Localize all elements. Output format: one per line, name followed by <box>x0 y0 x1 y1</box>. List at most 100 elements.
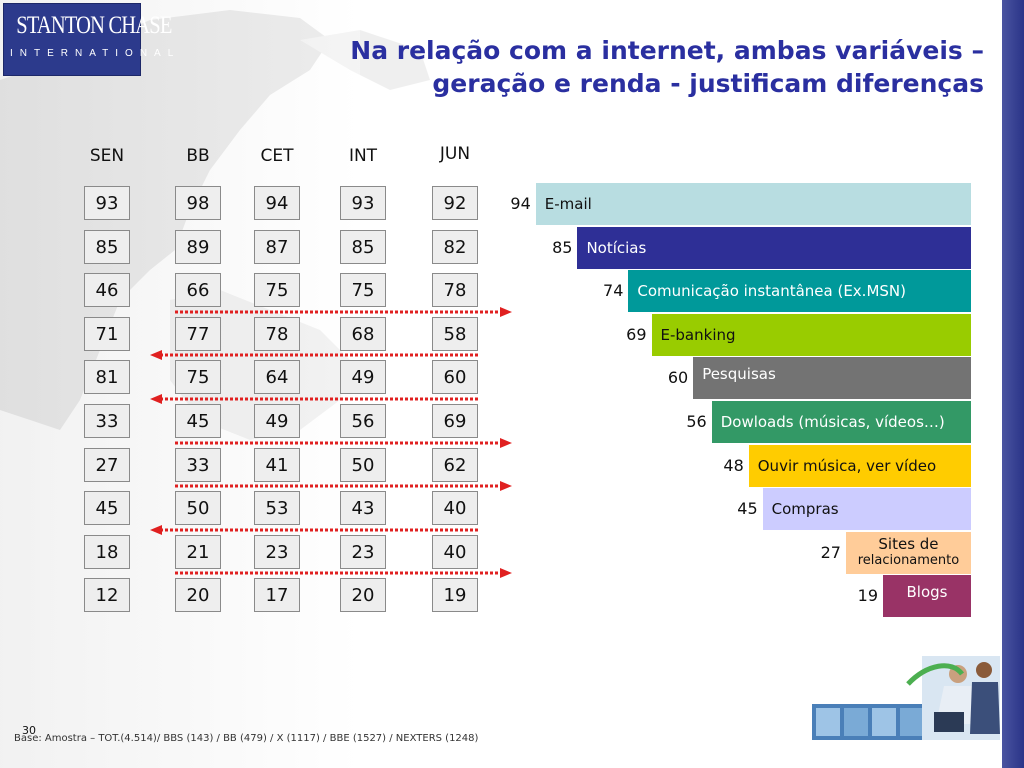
chart-bar-label: Blogs <box>906 583 948 601</box>
table-cell: 23 <box>254 535 300 569</box>
column-header: JUN <box>439 144 471 164</box>
arrow-head <box>150 525 162 535</box>
table-cell: 53 <box>254 491 300 525</box>
table-cell: 20 <box>175 578 221 612</box>
table-cell: 19 <box>432 578 478 612</box>
table-cell: 60 <box>432 360 478 394</box>
arrow-head <box>150 350 162 360</box>
chart-value-label: 27 <box>820 543 841 562</box>
table-cell: 93 <box>340 186 386 220</box>
company-logo: STANTON CHASE INTERNATIONAL <box>3 3 181 76</box>
table-cell: 98 <box>175 186 221 220</box>
chart-bar-label: Dowloads (músicas, vídeos…) <box>720 413 945 431</box>
table-cell: 69 <box>432 404 478 438</box>
table-cell: 85 <box>340 230 386 264</box>
page-number: 30 <box>22 724 36 737</box>
chart-bar: Blogs <box>883 575 971 617</box>
column-header: INT <box>348 146 378 166</box>
chart-bar-label: Compras <box>771 500 839 518</box>
slide-title-line-2: geração e renda - justificam diferenças <box>432 69 984 98</box>
table-cell: 27 <box>84 448 130 482</box>
chart-bar-label: E-banking <box>660 326 736 344</box>
table-cell: 18 <box>84 535 130 569</box>
chart-bar-label: Sites de <box>878 535 939 553</box>
chart-value-label: 94 <box>510 194 531 213</box>
chart-value-label: 48 <box>723 456 744 475</box>
table-cell: 75 <box>340 273 386 307</box>
table-cell: 45 <box>175 404 221 438</box>
table-cell: 49 <box>340 360 386 394</box>
table-cell: 43 <box>340 491 386 525</box>
chart-bar: Pesquisas <box>693 357 971 399</box>
table-cell: 50 <box>175 491 221 525</box>
table-cell: 50 <box>340 448 386 482</box>
table-cell: 33 <box>175 448 221 482</box>
chart-bar-label: Ouvir música, ver vídeo <box>757 457 937 475</box>
chart-bar-label: relacionamento <box>857 553 960 568</box>
table-cell: 49 <box>254 404 300 438</box>
right-decorative-band <box>1002 0 1024 768</box>
base-note: Base: Amostra – TOT.(4.514)/ BBS (143) /… <box>14 733 479 744</box>
people-at-computers-photo <box>812 656 1000 740</box>
chart-value-label: 85 <box>552 238 573 257</box>
arrow-head <box>150 394 162 404</box>
table-cell: 33 <box>84 404 130 438</box>
table-cell: 78 <box>254 317 300 351</box>
table-cell: 58 <box>432 317 478 351</box>
table-cell: 21 <box>175 535 221 569</box>
chart-value-label: 56 <box>686 412 707 431</box>
arrow-head <box>500 481 512 491</box>
chart-bar: Sites de relacionamento <box>845 532 971 574</box>
table-cell: 12 <box>84 578 130 612</box>
chart-bar: E-mail <box>535 183 971 225</box>
chart-value-label: 60 <box>667 368 689 387</box>
table-cell: 93 <box>84 186 130 220</box>
table-cell: 64 <box>254 360 300 394</box>
table-cell: 40 <box>432 491 478 525</box>
chart-bar-label: E-mail <box>544 195 592 213</box>
table-cell: 68 <box>340 317 386 351</box>
column-header: CET <box>260 146 294 166</box>
chart-value-label: 45 <box>737 499 758 518</box>
table-cell: 89 <box>175 230 221 264</box>
table-cell: 46 <box>84 273 130 307</box>
chart-bar: Notícias <box>577 227 971 269</box>
slide-title: Na relação com a internet, ambas variáve… <box>204 34 984 100</box>
chart-value-label: 69 <box>626 325 647 344</box>
table-cell: 75 <box>175 360 221 394</box>
chart-value-label: 74 <box>603 281 624 300</box>
table-cell: 62 <box>432 448 478 482</box>
table-cell: 77 <box>175 317 221 351</box>
table-cell: 41 <box>254 448 300 482</box>
chart-bar: Dowloads (músicas, vídeos…) <box>711 401 971 443</box>
arrow-head <box>500 568 512 578</box>
slide-title-line-1: Na relação com a internet, ambas variáve… <box>350 36 984 65</box>
table-cell: 23 <box>340 535 386 569</box>
table-cell: 45 <box>84 491 130 525</box>
column-header: SEN <box>89 146 125 166</box>
table-cell: 56 <box>340 404 386 438</box>
chart-bar: Compras <box>762 488 971 530</box>
chart-bar-label: Notícias <box>586 239 647 257</box>
chart-bar: E-banking <box>651 314 971 356</box>
table-cell: 66 <box>175 273 221 307</box>
chart-value-label: 19 <box>857 586 879 605</box>
table-cell: 20 <box>340 578 386 612</box>
chart-bar-label: Comunicação instantânea (Ex.MSN) <box>637 282 906 300</box>
table-cell: 92 <box>432 186 478 220</box>
table-cell: 17 <box>254 578 300 612</box>
arrow-head <box>500 438 512 448</box>
logo-text-sub: INTERNATIONAL <box>10 48 181 59</box>
table-cell: 71 <box>84 317 130 351</box>
chart-bar: Ouvir música, ver vídeo <box>748 445 971 487</box>
table-cell: 94 <box>254 186 300 220</box>
table-cell: 75 <box>254 273 300 307</box>
table-cell: 78 <box>432 273 478 307</box>
chart-bar-label: Pesquisas <box>702 365 776 383</box>
table-cell: 81 <box>84 360 130 394</box>
chart-bar: Comunicação instantânea (Ex.MSN) <box>628 270 971 312</box>
table-cell: 82 <box>432 230 478 264</box>
table-cell: 40 <box>432 535 478 569</box>
table-cell: 85 <box>84 230 130 264</box>
